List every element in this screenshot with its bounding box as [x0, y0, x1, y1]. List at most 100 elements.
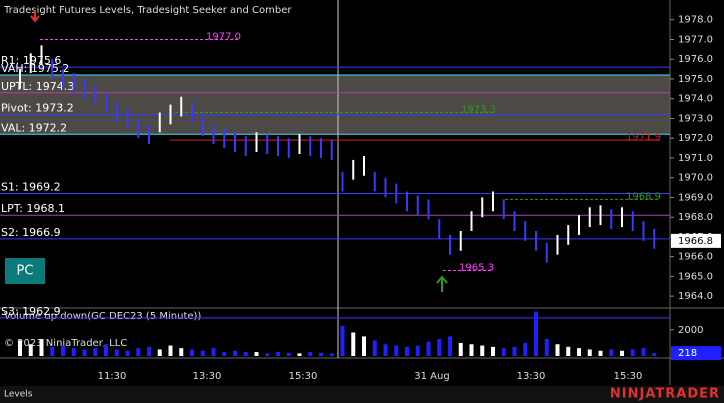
volume-last-label: 218 [678, 348, 697, 359]
volume-bar [641, 348, 646, 356]
volume-bar [200, 350, 205, 356]
y-tick-label: 1974.0 [678, 94, 713, 105]
last-price-label: 1966.8 [678, 236, 713, 247]
level-label: Pivot: 1973.2 [1, 102, 74, 115]
level-label: S2: 1966.9 [1, 226, 61, 239]
y-tick-label: 1968.0 [678, 212, 713, 223]
time-label: 13:30 [193, 371, 222, 382]
volume-bar [469, 344, 474, 356]
y-tick-label: 1971.0 [678, 153, 713, 164]
volume-bar [286, 352, 291, 356]
y-tick-label: 1973.0 [678, 113, 713, 124]
tab[interactable]: Levels [4, 390, 33, 400]
volume-bar [501, 348, 506, 356]
volume-bar [523, 342, 528, 356]
annotation-label: 1965.3 [459, 262, 494, 273]
time-label: 13:30 [517, 371, 546, 382]
volume-bar [512, 346, 517, 356]
y-tick-label: 1978.0 [678, 15, 713, 26]
volume-bar [50, 346, 55, 356]
volume-bar [18, 340, 22, 356]
time-label: 15:30 [289, 371, 318, 382]
value-area [0, 75, 670, 135]
volume-bar [114, 349, 119, 356]
volume-bar [276, 352, 280, 356]
time-label: 15:30 [614, 371, 643, 382]
volume-bar [308, 352, 313, 356]
tab-bar [0, 386, 724, 403]
buy-arrow [436, 275, 448, 292]
sell-arrow [30, 10, 40, 23]
y-tick-label: 1970.0 [678, 173, 713, 184]
volume-bar [243, 352, 248, 356]
pc-button[interactable] [5, 258, 45, 284]
volume-bar [28, 344, 33, 356]
level-label: VAH: 1975.2 [1, 62, 69, 75]
volume-bar [222, 352, 227, 356]
volume-bar [587, 349, 592, 356]
volume-bar [125, 350, 130, 356]
volume-bar [577, 348, 581, 356]
pc-button-label[interactable]: PC [17, 264, 34, 279]
volume-bar [147, 346, 151, 356]
volume-bar [254, 352, 259, 356]
volume-bar [609, 349, 614, 356]
y-tick-label: 1965.0 [678, 271, 713, 282]
volume-bar [534, 311, 538, 356]
volume-tick-label: 2000 [678, 325, 703, 336]
volume-bar [491, 346, 495, 356]
volume-bar [179, 348, 184, 356]
volume-bar [630, 349, 635, 356]
level-label: S1: 1969.2 [1, 180, 61, 193]
volume-bar [598, 350, 603, 356]
y-tick-label: 1975.0 [678, 74, 713, 85]
volume-bar [544, 339, 549, 356]
volume-bar [233, 350, 237, 356]
copyright: © 2023 NinjaTrader, LLC [4, 338, 127, 349]
level-label: LPT: 1968.1 [1, 202, 65, 215]
time-label: 31 Aug [414, 371, 449, 382]
annotation-label: 1971.9 [626, 132, 661, 143]
volume-bar [211, 348, 216, 356]
level-label: S3: 1962.9 [1, 305, 61, 318]
volume-bar [652, 353, 657, 356]
volume-bar [351, 332, 356, 356]
volume-title: Volume up down(GC DEC23 (5 Minute)) [4, 311, 201, 322]
volume-bar [383, 344, 388, 356]
volume-bar [265, 353, 270, 356]
volume-bar [620, 350, 624, 356]
volume-bar [555, 344, 560, 356]
volume-bar [372, 340, 377, 356]
volume-bar [426, 341, 431, 356]
y-tick-label: 1977.0 [678, 34, 713, 45]
y-tick-label: 1972.0 [678, 133, 713, 144]
volume-bar [448, 336, 452, 356]
volume-bar [437, 339, 442, 356]
y-tick-label: 1969.0 [678, 192, 713, 203]
volume-bar [319, 352, 323, 356]
volume-bar [136, 348, 141, 356]
volume-bar [39, 339, 44, 356]
window-title: Tradesight Futures Levels, Tradesight Se… [3, 5, 292, 16]
last-price-box [671, 233, 721, 248]
volume-bar [405, 346, 409, 356]
level-label: VAL: 1972.2 [1, 121, 67, 134]
volume-bar [190, 349, 194, 356]
volume-bar [82, 349, 87, 356]
volume-bar [104, 344, 108, 356]
time-label: 11:30 [98, 371, 127, 382]
volume-bar [340, 325, 345, 356]
volume-bar [157, 349, 162, 356]
volume-bar [168, 345, 173, 356]
annotation-label: 1973.3 [461, 105, 496, 116]
volume-bar [61, 345, 65, 356]
volume-last-box [671, 346, 721, 361]
volume-bar [71, 348, 76, 356]
volume-bar [93, 348, 98, 356]
annotation-label: 1968.9 [626, 191, 661, 202]
volume-bar [394, 345, 399, 356]
y-tick-label: 1976.0 [678, 54, 713, 65]
y-tick-label: 1964.0 [678, 291, 713, 302]
volume-bar [458, 342, 463, 356]
